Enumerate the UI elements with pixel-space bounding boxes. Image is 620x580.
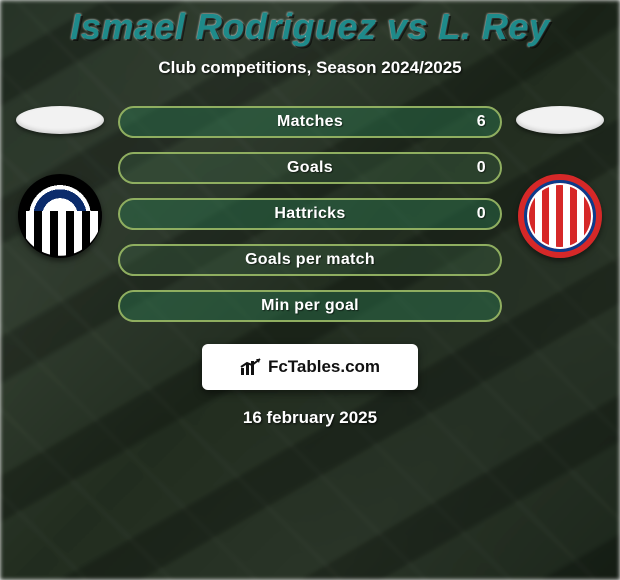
right-player-column bbox=[510, 106, 610, 258]
stat-label: Hattricks bbox=[274, 205, 345, 223]
stat-bar: Goals per match bbox=[118, 244, 502, 276]
stat-bars: Matches 6 Goals 0 Hattricks 0 Goals per match M… bbox=[110, 106, 510, 322]
stat-bar: Goals 0 bbox=[118, 152, 502, 184]
right-club-crest bbox=[518, 174, 602, 258]
stat-label: Matches bbox=[277, 113, 343, 131]
stat-right-value: 0 bbox=[477, 159, 486, 177]
brand-chart-icon bbox=[240, 358, 262, 376]
stat-label: Min per goal bbox=[261, 297, 359, 315]
date-label: 16 february 2025 bbox=[0, 408, 620, 428]
stat-bar: Hattricks 0 bbox=[118, 198, 502, 230]
stat-bar: Min per goal bbox=[118, 290, 502, 322]
stat-bar: Matches 6 bbox=[118, 106, 502, 138]
page-title: Ismael Rodriguez vs L. Rey bbox=[0, 0, 620, 48]
comparison-row: Matches 6 Goals 0 Hattricks 0 Goals per match M… bbox=[0, 106, 620, 322]
left-club-crest bbox=[18, 174, 102, 258]
left-country-flag bbox=[16, 106, 104, 134]
right-country-flag bbox=[516, 106, 604, 134]
stat-right-value: 6 bbox=[477, 113, 486, 131]
left-player-column bbox=[10, 106, 110, 258]
stat-label: Goals per match bbox=[245, 251, 375, 269]
stat-label: Goals bbox=[287, 159, 333, 177]
stat-right-value: 0 bbox=[477, 205, 486, 223]
brand-label: FcTables.com bbox=[268, 357, 380, 377]
subtitle: Club competitions, Season 2024/2025 bbox=[0, 58, 620, 78]
brand-card: FcTables.com bbox=[202, 344, 418, 390]
